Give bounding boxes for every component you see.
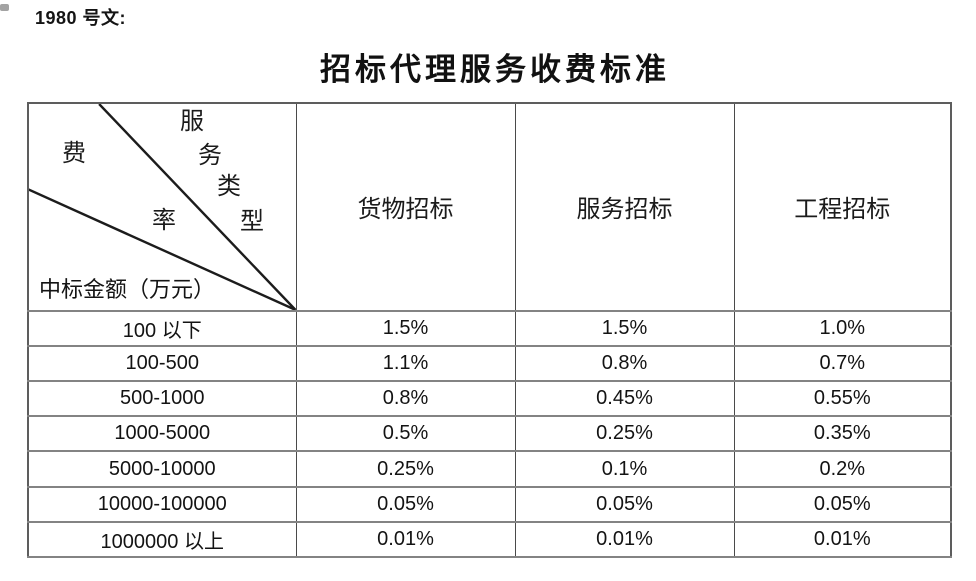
amount-range-cell: 5000-10000 (27, 450, 297, 488)
table-row: 10000-100000 0.05% 0.05% 0.05% (27, 485, 952, 523)
goods-rate-cell: 0.8% (295, 380, 516, 418)
diagonal-line-upper (98, 104, 296, 310)
goods-rate-cell: 1.5% (295, 309, 516, 348)
doc-number-label: 1980 号文: (35, 8, 127, 28)
fee-rate-label-char-2: 率 (152, 208, 176, 234)
service-rate-cell: 0.01% (514, 520, 735, 559)
column-header-services: 服务招标 (514, 102, 735, 312)
amount-range-cell: 1000-5000 (27, 415, 297, 453)
table-row: 1000000 以上 0.01% 0.01% 0.01% (27, 520, 952, 559)
works-rate-cell: 0.55% (733, 380, 952, 418)
table-row: 100-500 1.1% 0.8% 0.7% (27, 345, 952, 383)
works-rate-cell: 0.35% (733, 415, 952, 453)
goods-rate-cell: 1.1% (295, 345, 516, 383)
service-rate-cell: 0.1% (514, 450, 735, 488)
service-type-label-char-3: 类 (217, 174, 241, 200)
works-rate-cell: 1.0% (733, 309, 952, 348)
service-rate-cell: 0.05% (514, 485, 735, 523)
table-row: 100 以下 1.5% 1.5% 1.0% (27, 309, 952, 348)
service-type-label-char-1: 服 (180, 109, 204, 135)
service-rate-cell: 0.25% (514, 415, 735, 453)
amount-range-cell: 100-500 (27, 345, 297, 383)
screen-edge-artifact (0, 4, 9, 11)
service-type-label-char-2: 务 (198, 143, 222, 169)
goods-rate-cell: 0.5% (295, 415, 516, 453)
service-rate-cell: 1.5% (514, 309, 735, 348)
diagonal-divider-lines (29, 104, 296, 310)
amount-axis-label: 中标金额（万元） (39, 277, 216, 302)
amount-range-cell: 10000-100000 (27, 485, 297, 523)
column-header-goods: 货物招标 (295, 102, 516, 312)
table-row: 1000-5000 0.5% 0.25% 0.35% (27, 415, 952, 453)
amount-range-cell: 500-1000 (27, 380, 297, 418)
page-title: 招标代理服务收费标准 (320, 52, 670, 87)
table-row: 5000-10000 0.25% 0.1% 0.2% (27, 450, 952, 488)
works-rate-cell: 0.2% (733, 450, 952, 488)
table-header-row: 服 务 类 型 费 率 中标金额（万元） 货物招标 服务招标 工程招标 (27, 102, 952, 312)
works-rate-cell: 0.05% (733, 485, 952, 523)
service-rate-cell: 0.45% (514, 380, 735, 418)
fee-rate-label-char-1: 费 (62, 141, 86, 167)
works-rate-cell: 0.01% (733, 520, 952, 559)
goods-rate-cell: 0.01% (295, 520, 516, 559)
diagonal-header-cell: 服 务 类 型 费 率 中标金额（万元） (27, 102, 297, 312)
amount-range-cell: 1000000 以上 (27, 520, 297, 559)
diagonal-line-lower (29, 188, 296, 310)
service-rate-cell: 0.8% (514, 345, 735, 383)
column-header-works: 工程招标 (733, 102, 952, 312)
fee-standard-table: 服 务 类 型 费 率 中标金额（万元） 货物招标 服务招标 工程招标 100 … (27, 102, 952, 559)
goods-rate-cell: 0.05% (295, 485, 516, 523)
works-rate-cell: 0.7% (733, 345, 952, 383)
table-row: 500-1000 0.8% 0.45% 0.55% (27, 380, 952, 418)
goods-rate-cell: 0.25% (295, 450, 516, 488)
service-type-label-char-4: 型 (240, 209, 264, 235)
amount-range-cell: 100 以下 (27, 309, 297, 348)
